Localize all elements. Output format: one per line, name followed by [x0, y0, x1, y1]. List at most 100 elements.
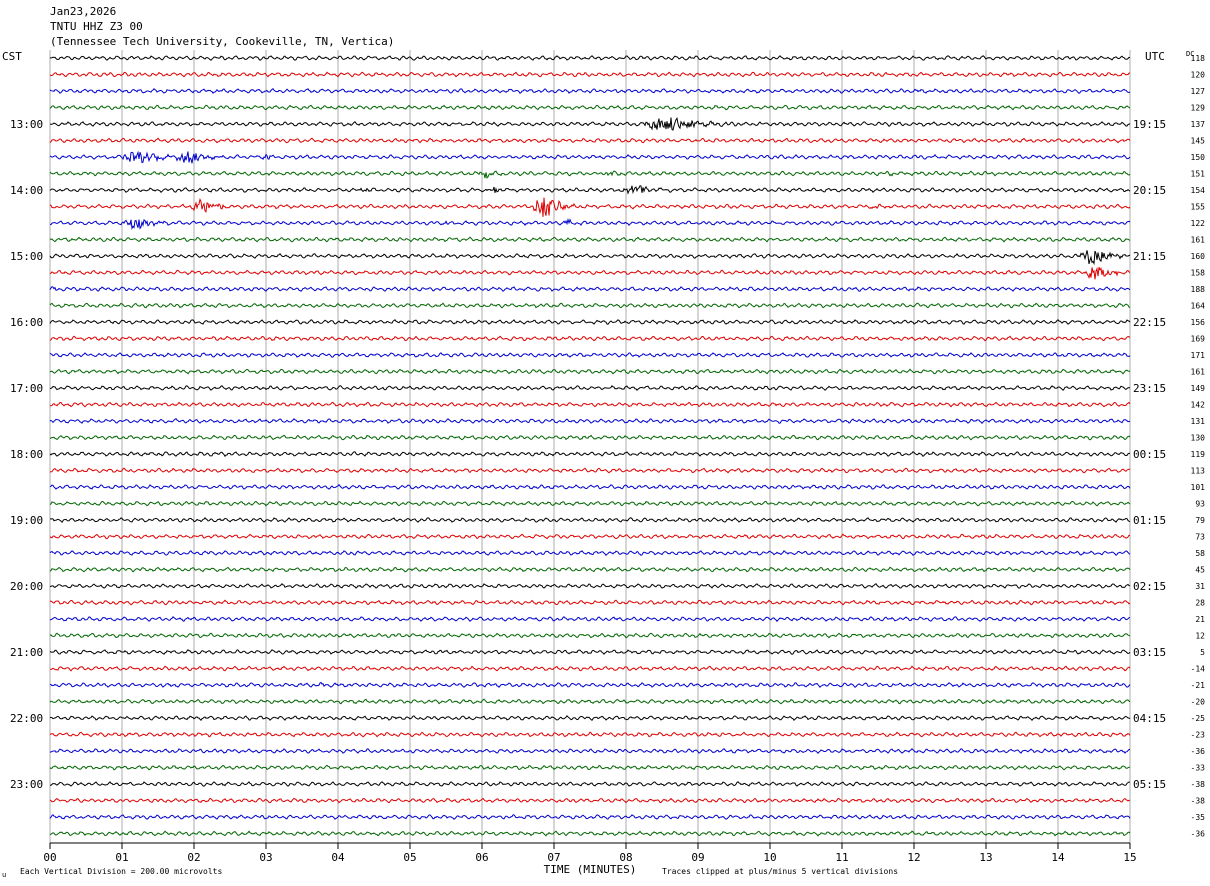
x-tick-label: 12 — [907, 851, 920, 864]
trace-row — [49, 616, 1131, 623]
x-tick-label: 11 — [835, 851, 848, 864]
seismic-traces — [49, 55, 1131, 837]
dc-offset-label: 122 — [1191, 219, 1206, 228]
dc-offset-label: 127 — [1191, 87, 1206, 96]
left-hour-label: 22:00 — [10, 712, 43, 725]
trace-row — [49, 748, 1131, 754]
right-hour-label: 21:15 — [1133, 250, 1166, 263]
trace-row — [49, 250, 1131, 266]
dc-offset-label: -36 — [1191, 747, 1206, 756]
x-tick-label: 08 — [619, 851, 632, 864]
right-hour-label: 20:15 — [1133, 184, 1166, 197]
dc-offset-label: 101 — [1191, 483, 1206, 492]
dc-offset-label: 161 — [1191, 236, 1206, 245]
x-tick-label: 02 — [187, 851, 200, 864]
trace-row — [49, 185, 1131, 195]
right-hour-label: 04:15 — [1133, 712, 1166, 725]
left-hour-label: 18:00 — [10, 448, 43, 461]
trace-row — [49, 533, 1131, 540]
dc-offset-label: -38 — [1191, 797, 1206, 806]
trace-row — [49, 236, 1131, 243]
dc-offset-label: 31 — [1195, 582, 1205, 591]
dc-offset-label: 158 — [1191, 269, 1206, 278]
dc-offset-label: 119 — [1191, 450, 1206, 459]
dc-offset-label: 73 — [1195, 533, 1205, 542]
dc-offset-label: 169 — [1191, 335, 1206, 344]
dc-offset-label: 131 — [1191, 417, 1206, 426]
x-axis-title: TIME (MINUTES) — [544, 863, 637, 876]
trace-row — [49, 418, 1131, 425]
dc-offset-label: 149 — [1191, 384, 1206, 393]
dc-offset-label: -21 — [1191, 681, 1206, 690]
dc-offset-label: 154 — [1191, 186, 1206, 195]
dc-offset-label: 28 — [1195, 599, 1205, 608]
left-hour-label: 13:00 — [10, 118, 43, 131]
dc-offset-label: 21 — [1195, 615, 1205, 624]
trace-row — [49, 55, 1131, 61]
left-hour-label: 17:00 — [10, 382, 43, 395]
right-hour-label: 19:15 — [1133, 118, 1166, 131]
dc-offset-label: 12 — [1195, 632, 1205, 641]
chart-title: TNTU HHZ Z3 00 — [50, 20, 143, 33]
trace-row — [49, 71, 1131, 78]
trace-row — [49, 550, 1131, 557]
trace-row — [49, 368, 1131, 375]
trace-row — [49, 467, 1130, 474]
trace-row — [49, 150, 1131, 164]
trace-row — [49, 797, 1131, 804]
dc-offset-label: -33 — [1191, 764, 1206, 773]
trace-row — [49, 632, 1131, 639]
x-tick-label: 00 — [43, 851, 56, 864]
left-hour-label: 20:00 — [10, 580, 43, 593]
right-hour-label: 02:15 — [1133, 580, 1166, 593]
x-tick-label: 01 — [115, 851, 128, 864]
trace-row — [49, 286, 1131, 292]
dc-offset-label: 160 — [1191, 252, 1206, 261]
x-tick-label: 06 — [475, 851, 488, 864]
trace-row — [49, 583, 1131, 589]
corner-mark: u — [2, 871, 6, 879]
x-tick-label: 09 — [691, 851, 704, 864]
dc-offset-label: 188 — [1191, 285, 1206, 294]
dc-header: DC — [1186, 50, 1194, 58]
trace-row — [49, 352, 1131, 358]
dc-offset-label: 129 — [1191, 104, 1206, 113]
dc-offset-label: 164 — [1191, 302, 1206, 311]
trace-row — [49, 500, 1131, 507]
dc-offset-label: -20 — [1191, 698, 1206, 707]
trace-row — [49, 731, 1131, 738]
trace-row — [49, 266, 1131, 280]
left-hour-label: 16:00 — [10, 316, 43, 329]
dc-offset-label: 145 — [1191, 137, 1206, 146]
dc-offset-label: 142 — [1191, 401, 1206, 410]
left-hour-label: 21:00 — [10, 646, 43, 659]
trace-row — [49, 197, 1131, 217]
dc-offset-label: 120 — [1191, 71, 1206, 80]
right-hour-label: 03:15 — [1133, 646, 1166, 659]
x-tick-label: 05 — [403, 851, 416, 864]
trace-row — [49, 104, 1131, 111]
trace-row — [49, 335, 1131, 342]
trace-row — [49, 715, 1131, 722]
x-tick-label: 07 — [547, 851, 560, 864]
trace-row — [49, 483, 1131, 490]
dc-offset-label: 161 — [1191, 368, 1206, 377]
left-timezone-label: CST — [2, 50, 22, 63]
dc-offset-label: 58 — [1195, 549, 1205, 558]
trace-row — [49, 137, 1131, 144]
trace-row — [49, 648, 1131, 655]
trace-row — [49, 665, 1131, 672]
trace-row — [49, 516, 1131, 524]
x-tick-label: 15 — [1123, 851, 1136, 864]
left-hour-label: 14:00 — [10, 184, 43, 197]
dc-offset-label: -25 — [1191, 714, 1206, 723]
trace-row — [49, 319, 1131, 325]
dc-offset-label: 137 — [1191, 120, 1206, 129]
trace-row — [49, 814, 1131, 820]
dc-offset-label: 113 — [1191, 467, 1206, 476]
right-hour-label: 01:15 — [1133, 514, 1166, 527]
trace-row — [49, 451, 1131, 458]
dc-offset-label: 93 — [1195, 500, 1205, 509]
right-hour-label: 00:15 — [1133, 448, 1166, 461]
